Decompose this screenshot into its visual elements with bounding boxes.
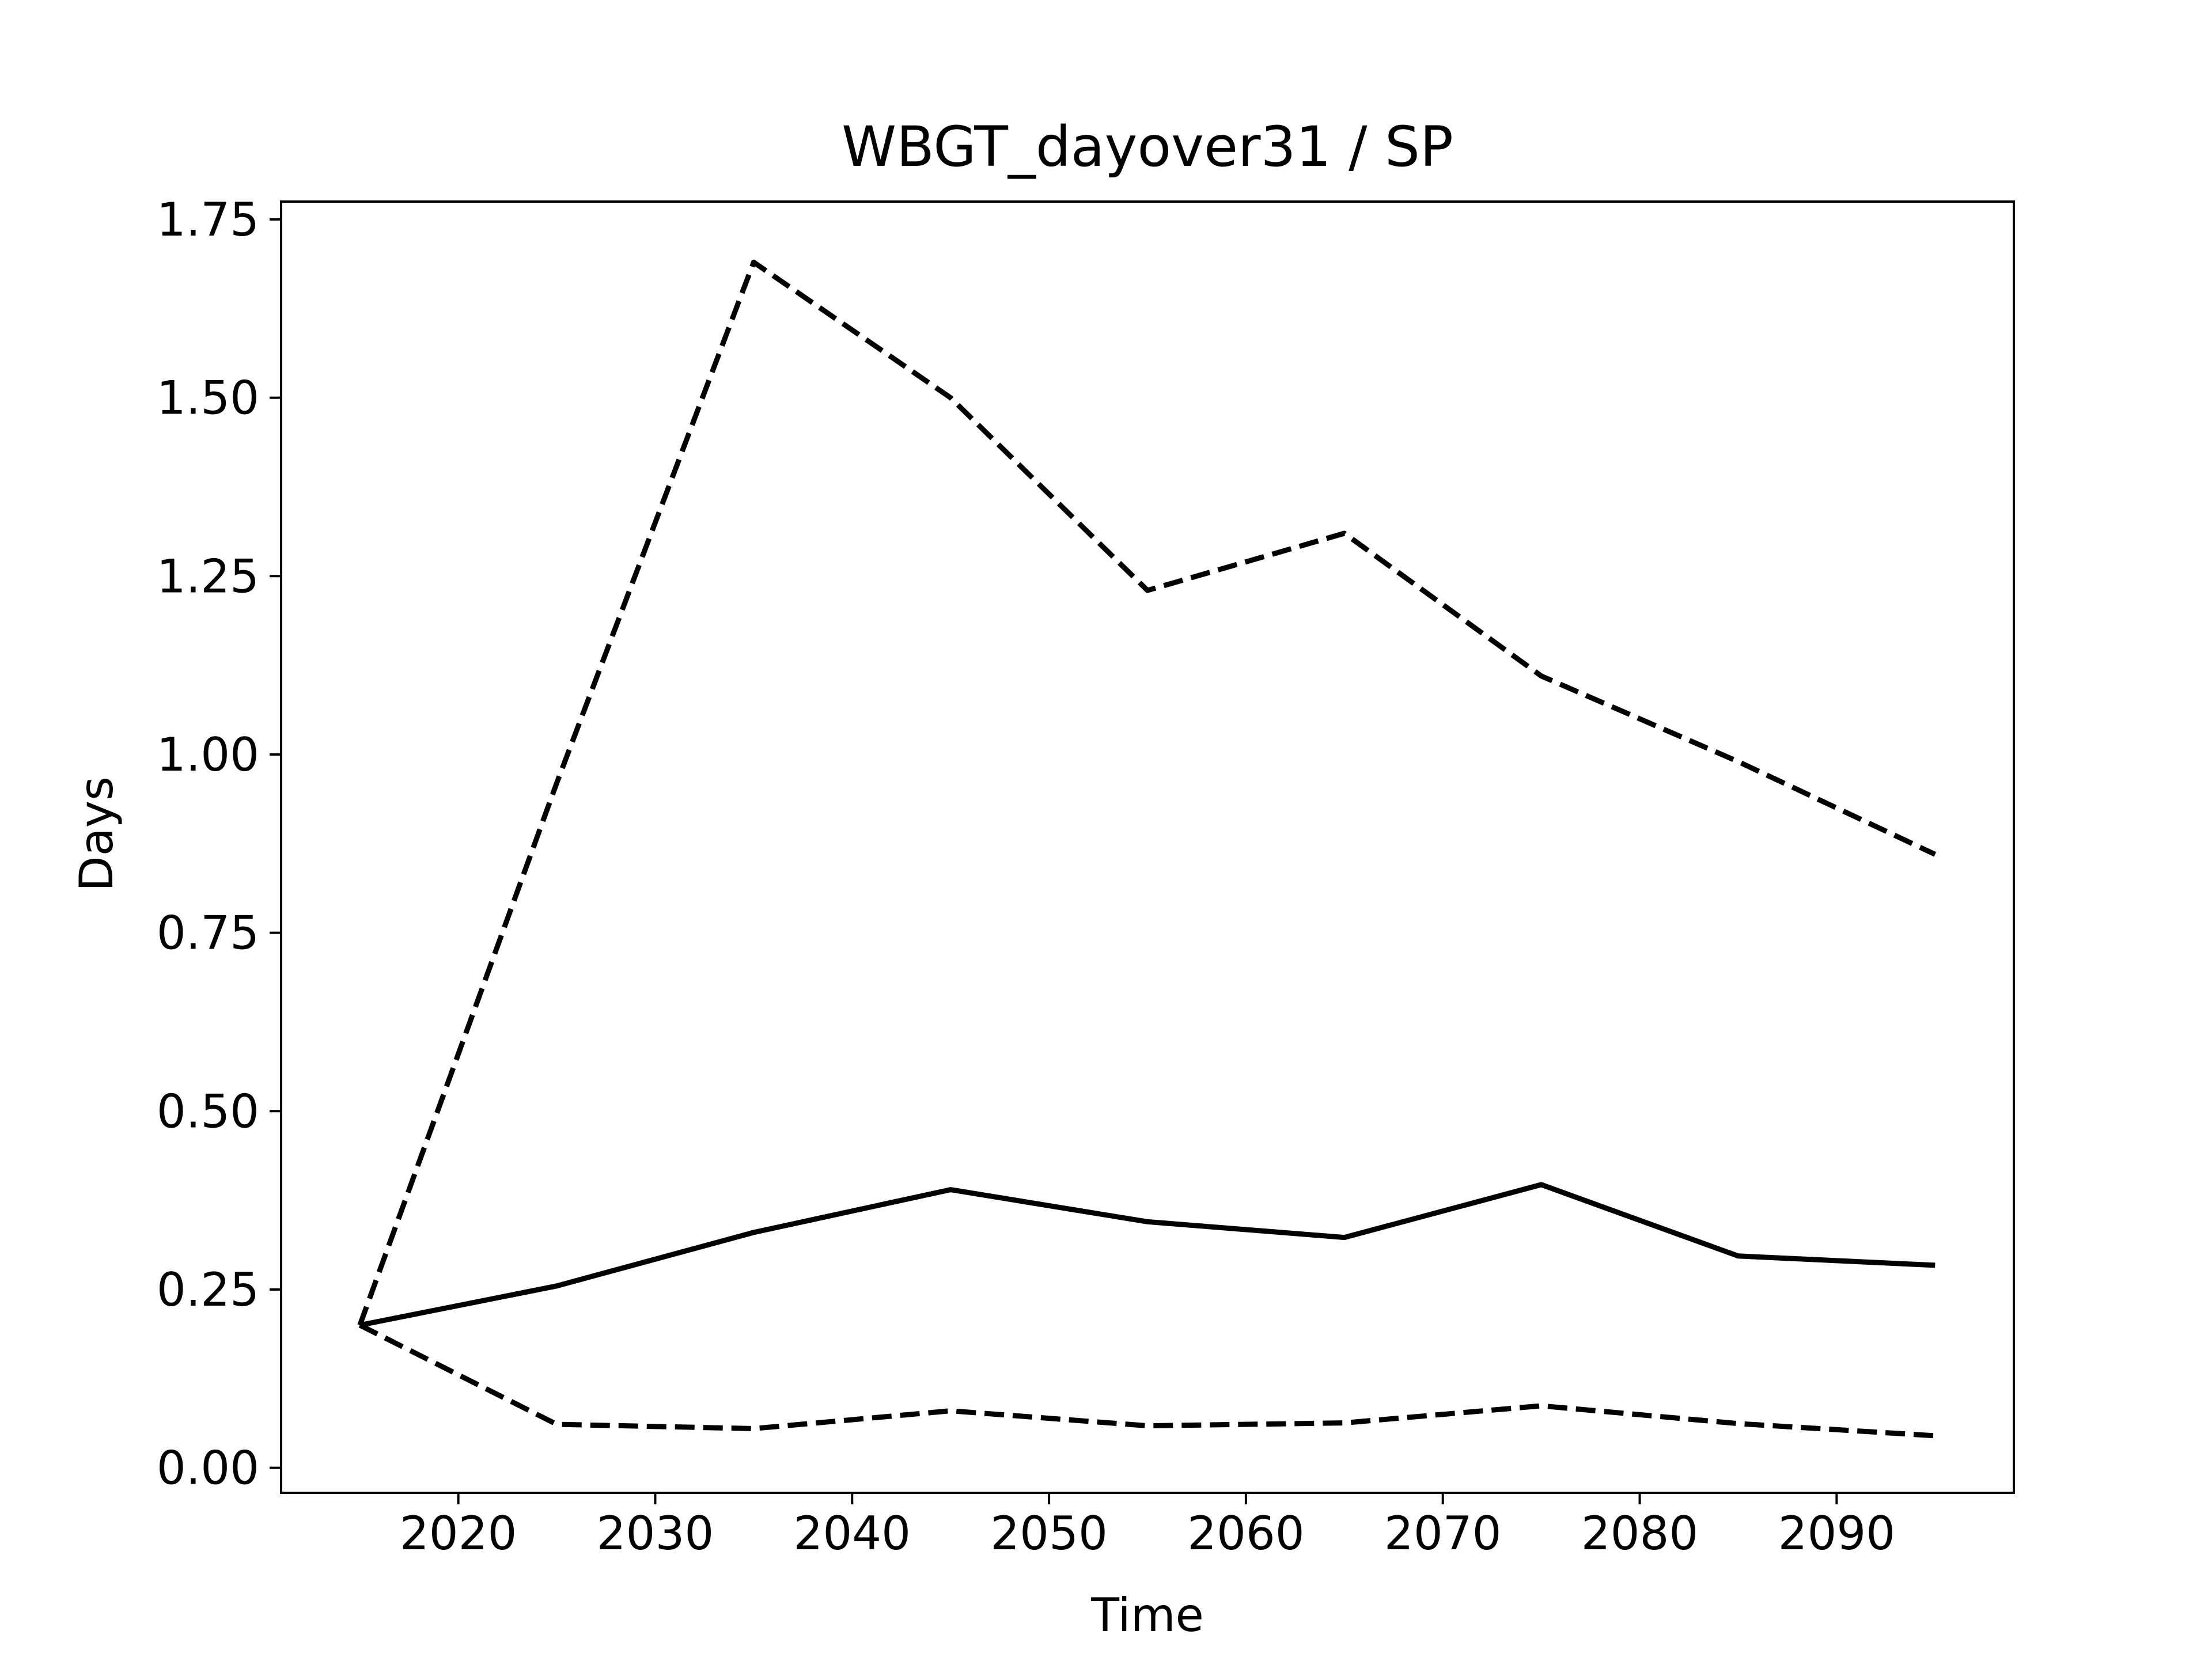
x-tick-label: 2080	[1581, 1507, 1699, 1560]
y-tick-label: 0.50	[157, 1084, 259, 1138]
chart-title: WBGT_dayover31 / SP	[842, 115, 1453, 179]
y-axis-label: Days	[70, 776, 123, 892]
x-tick-label: 2070	[1384, 1507, 1502, 1560]
x-tick-label: 2060	[1187, 1507, 1305, 1560]
x-tick-label: 2030	[597, 1507, 714, 1560]
y-tick-label: 0.25	[157, 1263, 259, 1317]
x-tick-label: 2020	[400, 1507, 517, 1560]
x-tick-label: 2090	[1778, 1507, 1896, 1560]
series-line-1	[357, 259, 1937, 1326]
y-tick-label: 1.25	[157, 549, 259, 603]
y-tick-label: 1.75	[157, 193, 259, 247]
y-tick-label: 1.50	[157, 371, 259, 425]
y-tick-label: 0.75	[157, 907, 259, 960]
plot-frame	[280, 200, 2015, 1494]
x-axis-label: Time	[1090, 1588, 1204, 1642]
series-line-2	[359, 1182, 1936, 1328]
x-tick-label: 2050	[990, 1507, 1108, 1560]
y-tick-label: 1.00	[157, 728, 259, 782]
x-tick-label: 2040	[793, 1507, 911, 1560]
y-tick-label: 0.00	[157, 1442, 259, 1495]
series-line-3	[358, 1322, 1936, 1439]
